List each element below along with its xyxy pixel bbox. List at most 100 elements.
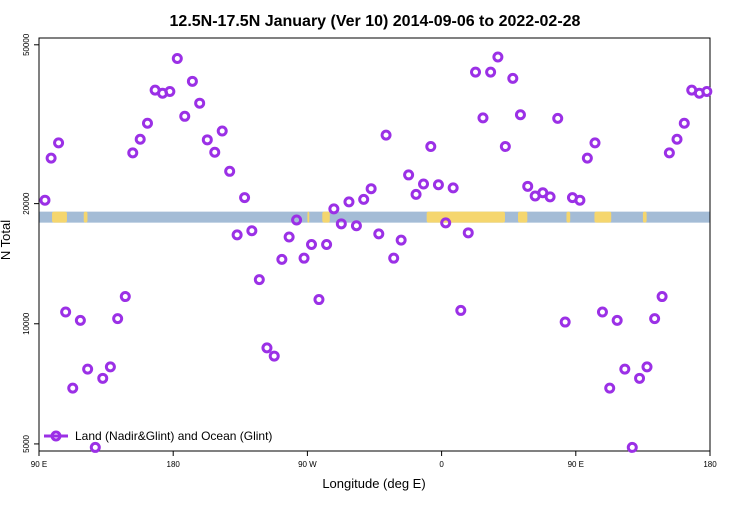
- data-point: [53, 137, 65, 149]
- data-point: [60, 306, 72, 318]
- data-point: [410, 188, 422, 200]
- data-point: [477, 112, 489, 124]
- data-point: [358, 193, 370, 205]
- data-point: [313, 294, 325, 306]
- data-point: [127, 147, 139, 159]
- land-patch: [307, 211, 310, 223]
- data-point: [485, 66, 497, 78]
- data-point: [596, 306, 608, 318]
- data-point: [619, 363, 631, 375]
- data-point: [74, 314, 86, 326]
- y-tick-label: 10000: [22, 312, 31, 335]
- data-point: [164, 85, 176, 97]
- plot-frame: [38, 37, 711, 452]
- data-point: [89, 441, 101, 453]
- data-point: [589, 137, 601, 149]
- data-point: [388, 252, 400, 264]
- data-point: [276, 253, 288, 265]
- data-point: [440, 217, 452, 229]
- x-tick-label: 90 E: [31, 460, 47, 469]
- x-tick-label: 90 W: [298, 460, 317, 469]
- data-point: [649, 313, 661, 325]
- data-point: [298, 252, 310, 264]
- data-point: [209, 146, 221, 158]
- y-tick-label: 20000: [22, 192, 31, 215]
- x-tick-label: 180: [167, 460, 181, 469]
- x-tick-label: 0: [439, 460, 444, 469]
- data-point: [306, 238, 318, 250]
- data-point: [291, 214, 303, 226]
- data-point: [365, 183, 377, 195]
- x-axis: 90 E 180 90 W 0 90 E 180: [31, 451, 717, 469]
- data-point: [514, 109, 526, 121]
- data-point: [231, 229, 243, 241]
- land-patch: [322, 211, 330, 223]
- data-point: [261, 342, 273, 354]
- data-point: [522, 180, 534, 192]
- data-point: [253, 274, 265, 286]
- data-point: [194, 97, 206, 109]
- land-patch: [518, 211, 528, 223]
- x-tick-label: 90 E: [568, 460, 584, 469]
- data-point: [499, 141, 511, 153]
- chart-title: 12.5N-17.5N January (Ver 10) 2014-09-06 …: [170, 13, 581, 30]
- data-point: [186, 75, 198, 87]
- x-axis-label: Longitude (deg E): [322, 476, 425, 491]
- land-patch: [52, 211, 67, 223]
- data-point: [104, 361, 116, 373]
- data-point: [112, 313, 124, 325]
- data-point: [492, 51, 504, 63]
- data-point: [544, 191, 556, 203]
- data-point: [581, 152, 593, 164]
- land-patch: [83, 211, 88, 223]
- data-point: [678, 117, 690, 129]
- data-point: [641, 361, 653, 373]
- data-point: [701, 85, 713, 97]
- legend: Land (Nadir&Glint) and Ocean (Glint): [44, 429, 272, 443]
- ocean-band: [39, 211, 710, 223]
- data-point: [626, 441, 638, 453]
- data-point: [574, 194, 586, 206]
- land-patch: [426, 211, 505, 223]
- data-point: [179, 110, 191, 122]
- data-point: [380, 129, 392, 141]
- data-point: [335, 218, 347, 230]
- data-point: [432, 179, 444, 191]
- data-point: [671, 133, 683, 145]
- data-point: [552, 112, 564, 124]
- data-point: [67, 382, 79, 394]
- data-point: [201, 134, 213, 146]
- data-point: [373, 228, 385, 240]
- data-point: [171, 52, 183, 64]
- legend-label: Land (Nadir&Glint) and Ocean (Glint): [75, 429, 272, 443]
- data-point: [246, 225, 258, 237]
- data-point: [604, 382, 616, 394]
- data-point: [97, 372, 109, 384]
- y-tick-label: 5000: [22, 434, 31, 452]
- data-point: [455, 304, 467, 316]
- data-point: [224, 165, 236, 177]
- y-tick-label: 50000: [22, 33, 31, 56]
- data-point: [395, 234, 407, 246]
- data-point: [470, 66, 482, 78]
- data-point: [611, 314, 623, 326]
- data-point: [559, 316, 571, 328]
- x-tick-label: 180: [703, 460, 717, 469]
- data-point: [663, 147, 675, 159]
- data-point: [216, 125, 228, 137]
- data-point: [418, 178, 430, 190]
- land-patch: [642, 211, 647, 223]
- y-axis-label: N Total: [0, 220, 13, 260]
- land-patch: [566, 211, 571, 223]
- data-points: [39, 51, 713, 453]
- land-patch: [594, 211, 612, 223]
- data-point: [239, 192, 251, 204]
- y-axis: 5000 10000 20000 50000: [22, 33, 39, 453]
- data-point: [425, 141, 437, 153]
- legend-point-marker: [50, 430, 62, 442]
- data-point: [634, 372, 646, 384]
- data-point: [134, 133, 146, 145]
